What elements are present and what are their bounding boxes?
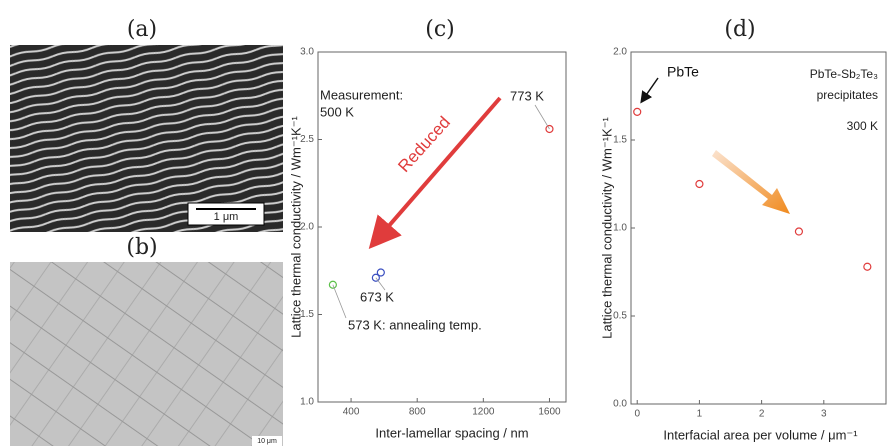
scale-bar-label: 1 μm [214, 211, 239, 223]
x-tick-label: 2 [759, 409, 765, 420]
annotation: PbTe [667, 64, 699, 80]
scale-bar-box [252, 436, 282, 446]
y-tick-label: 2.5 [300, 134, 314, 145]
y-tick-label: 1.5 [300, 309, 314, 320]
arrow [712, 150, 790, 214]
x-tick-label: 0 [634, 409, 640, 420]
annotation: precipitates [817, 88, 878, 102]
panel-label: (c) [425, 17, 455, 42]
panel-label: (a) [127, 17, 157, 42]
annotation: Measurement: [320, 87, 403, 102]
leader-line [375, 277, 386, 291]
series-label: 673 K [360, 289, 394, 304]
y-axis-label: Lattice thermal conductivity / Wm⁻¹K⁻¹ [288, 115, 303, 337]
x-tick-label: 800 [409, 407, 426, 418]
data-point [863, 262, 872, 271]
y-tick-label: 1.0 [300, 397, 314, 408]
data-point [371, 273, 380, 282]
plot-frame [630, 51, 887, 405]
leader-line [332, 284, 347, 319]
plot-frame [317, 51, 567, 403]
x-tick-label: 1 [697, 409, 703, 420]
data-point [794, 227, 804, 236]
arrow [368, 96, 502, 250]
data-point [633, 107, 642, 116]
x-tick-label: 1200 [472, 407, 495, 418]
y-tick-label: 1.5 [613, 135, 627, 146]
annotation: Reduced [394, 113, 454, 176]
y-tick-label: 2.0 [613, 47, 627, 58]
annotation: 300 K [847, 119, 878, 133]
y-tick-label: 1.0 [613, 223, 627, 234]
data-point [328, 280, 337, 289]
y-tick-label: 2.0 [300, 222, 314, 233]
micrograph [10, 45, 283, 232]
series-label: 573 K: annealing temp. [348, 317, 482, 332]
micrograph [10, 262, 283, 446]
y-tick-label: 0.5 [613, 311, 627, 322]
x-axis-label: Interfacial area per volume / μm⁻¹ [663, 427, 858, 442]
arrow [640, 77, 659, 104]
leader-line [534, 104, 550, 130]
scale-bar-label: 10 μm [257, 438, 277, 445]
series-label: 773 K [510, 88, 544, 103]
y-tick-label: 3.0 [300, 47, 314, 58]
x-tick-label: 1600 [538, 407, 561, 418]
x-tick-label: 400 [343, 407, 360, 418]
annotation: PbTe-Sb₂Te₃ [810, 67, 878, 81]
panel-label: (b) [126, 235, 157, 260]
x-axis-label: Inter-lamellar spacing / nm [375, 425, 528, 440]
y-tick-label: 0.0 [613, 399, 627, 410]
data-point [545, 124, 554, 134]
annotation: 500 K [320, 104, 354, 119]
panel-label: (d) [724, 17, 755, 42]
y-axis-label: Lattice thermal conductivity / Wm⁻¹K⁻¹ [599, 116, 614, 338]
data-point [695, 179, 704, 189]
data-point [376, 268, 385, 277]
x-tick-label: 3 [821, 409, 827, 420]
